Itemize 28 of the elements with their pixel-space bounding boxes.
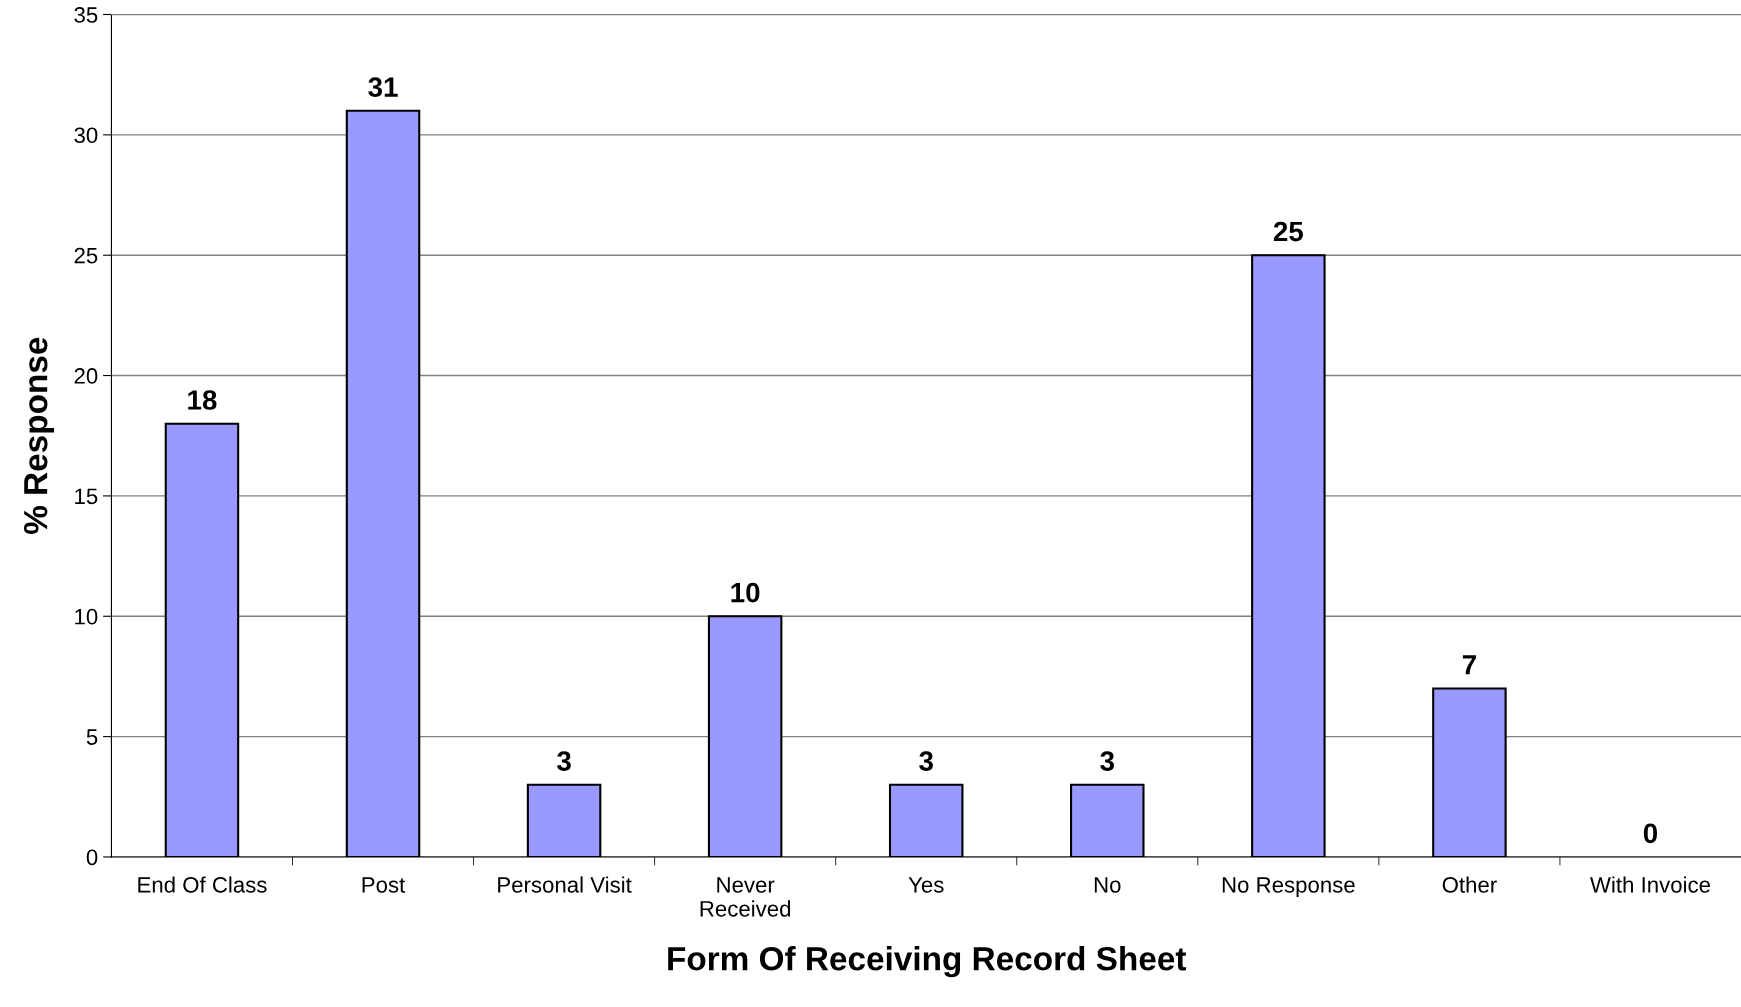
data-label: 25 <box>1273 221 1304 242</box>
y-tick-label: 20 <box>74 368 98 384</box>
data-label: 31 <box>368 77 398 97</box>
x-tick-label: Never Received <box>700 877 791 917</box>
y-tick-label: 0 <box>86 849 98 866</box>
y-tick-label: 30 <box>74 127 98 144</box>
y-tick-label: 15 <box>75 488 98 505</box>
data-label: 3 <box>919 751 933 771</box>
data-label: 0 <box>1643 823 1658 844</box>
x-axis-title: Form Of Receiving Record Sheet <box>668 946 1187 978</box>
y-tick-label: 10 <box>75 608 98 625</box>
x-tick-label: Other <box>1442 876 1497 893</box>
data-label: 10 <box>731 582 760 603</box>
y-tick-label: 5 <box>86 729 98 745</box>
x-tick-label: No <box>1094 877 1121 893</box>
x-tick-label: Post <box>362 877 406 893</box>
x-tick-label: Personal Visit <box>498 876 632 893</box>
x-tick-label: No Response <box>1222 877 1355 898</box>
x-tick-label: End Of Class <box>138 876 267 893</box>
x-tick-label: With Invoice <box>1590 876 1710 893</box>
data-label: 3 <box>557 751 571 771</box>
y-tick-label: 25 <box>74 247 98 264</box>
data-label: 3 <box>1100 751 1114 771</box>
y-axis-title: % Response <box>23 337 55 534</box>
y-tick-label: 35 <box>74 7 98 23</box>
data-label: 7 <box>1462 655 1476 675</box>
data-label: 18 <box>188 390 217 410</box>
x-tick-label: Yes <box>908 877 944 893</box>
